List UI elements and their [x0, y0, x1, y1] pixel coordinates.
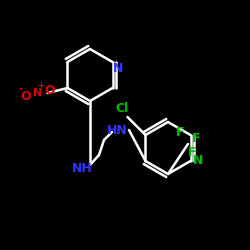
Text: N: N [113, 62, 124, 74]
Text: N: N [33, 88, 42, 98]
Text: NH: NH [72, 162, 92, 174]
Text: Cl: Cl [116, 102, 129, 116]
Text: O: O [20, 90, 31, 102]
Text: F: F [192, 132, 200, 144]
Text: -: - [18, 84, 22, 94]
Text: N: N [193, 154, 204, 168]
Text: F: F [176, 126, 184, 138]
Text: +: + [37, 82, 44, 90]
Text: F: F [188, 146, 196, 158]
Text: O: O [44, 84, 55, 96]
Text: HN: HN [106, 124, 128, 136]
